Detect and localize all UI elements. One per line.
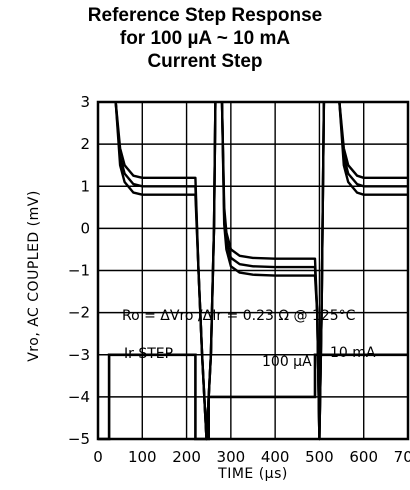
y-tick-label: 2 [80, 135, 90, 153]
formula-annotation: Ro = ΔVro /ΔIr = 0.23 Ω @ 125°C [122, 308, 356, 324]
x-tick-labels: 0 100 200 300 400 500 600 700 [93, 448, 410, 466]
y-tick-label: −5 [68, 430, 90, 448]
grid [97, 101, 409, 440]
y-tick-label: −2 [68, 304, 90, 322]
y-tick-labels: 3 2 1 0 −1 −2 −3 −4 −5 [68, 93, 90, 448]
step-label: Ir STEP [124, 346, 173, 362]
response-curve-6 [220, 101, 326, 441]
x-tick-label: 0 [93, 448, 103, 466]
y-tick-label: 3 [80, 93, 90, 111]
response-curve-3 [114, 101, 217, 441]
x-tick-label: 300 [217, 448, 246, 466]
x-tick-label: 200 [172, 448, 201, 466]
high-current-label: 10 mA [330, 345, 376, 361]
x-tick-label: 500 [305, 448, 334, 466]
y-tick-label: −1 [68, 262, 90, 280]
y-tick-label: −4 [68, 388, 90, 406]
chart-title: Reference Step Response for 100 µA ~ 10 … [0, 4, 410, 73]
x-tick-label: 400 [261, 448, 290, 466]
x-tick-label: 600 [349, 448, 378, 466]
response-curve-9 [338, 101, 408, 196]
chart-title-line-2: for 100 µA ~ 10 mA [119, 28, 291, 49]
y-tick-label: 0 [80, 219, 90, 237]
chart-title-line-1: Reference Step Response [87, 5, 323, 26]
plot-lines [98, 101, 408, 441]
x-axis-label: TIME (µs) [217, 466, 288, 482]
y-tick-label: 1 [80, 177, 90, 195]
y-axis-label: Vro, AC COUPLED (mV) [26, 190, 42, 362]
y-tick-label: −3 [68, 346, 90, 364]
x-tick-label: 700 [394, 448, 410, 466]
plot-frame [96, 100, 410, 441]
x-tick-label: 100 [128, 448, 157, 466]
low-current-label: 100 µA [262, 354, 312, 370]
response-curve-7 [338, 101, 408, 179]
chart-title-line-3: Current Step [147, 51, 263, 72]
